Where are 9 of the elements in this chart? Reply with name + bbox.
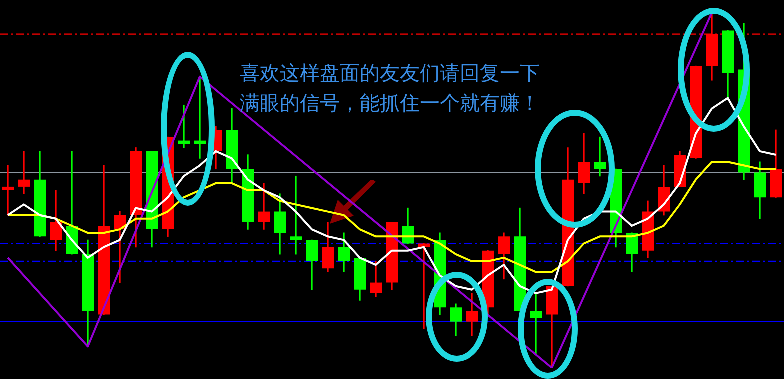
annotation: 喜欢这样盘面的友友们请回复一下 bbox=[240, 60, 540, 87]
annotation: 满眼的信号，能抓住一个就有赚！ bbox=[240, 90, 540, 117]
candlestick bbox=[18, 151, 30, 194]
candlestick bbox=[290, 176, 302, 255]
candlestick bbox=[194, 76, 206, 159]
candlestick bbox=[2, 165, 14, 216]
candlestick bbox=[530, 293, 542, 354]
candlestick bbox=[594, 136, 606, 177]
candlestick bbox=[178, 104, 190, 148]
